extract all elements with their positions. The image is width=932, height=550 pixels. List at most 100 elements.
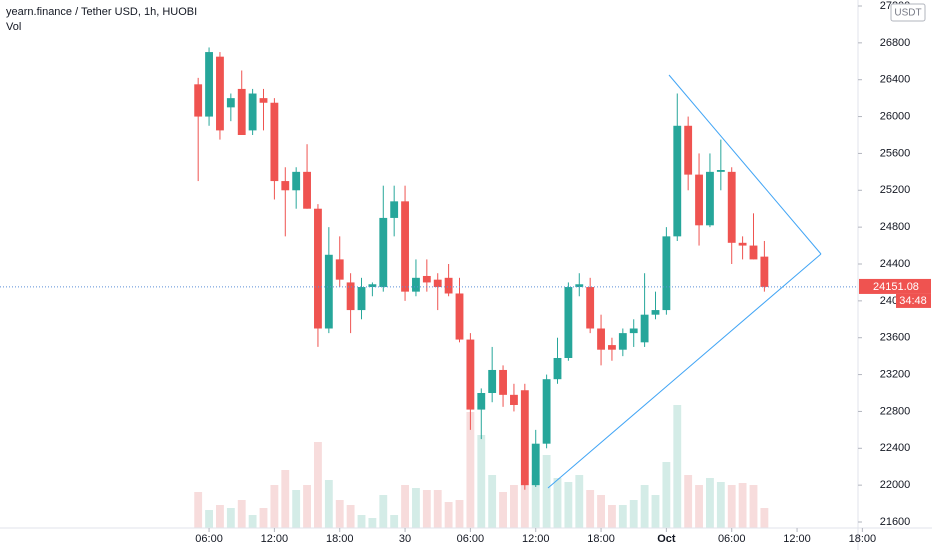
candle-body bbox=[205, 52, 213, 117]
countdown-tag bbox=[896, 293, 931, 308]
volume-bar bbox=[531, 475, 540, 528]
volume-bar bbox=[292, 490, 301, 528]
countdown-label: 34:48 bbox=[899, 295, 927, 307]
volume-bar bbox=[433, 490, 442, 528]
x-tick-label: 12:00 bbox=[783, 533, 811, 545]
volume-bar bbox=[412, 488, 420, 528]
volume-bar bbox=[695, 485, 703, 528]
volume-bar bbox=[248, 515, 257, 528]
candle-body bbox=[270, 102, 279, 182]
volume-bar bbox=[346, 505, 355, 528]
volume-bar bbox=[270, 485, 279, 528]
candle-body bbox=[531, 443, 540, 486]
candle-body bbox=[586, 287, 595, 329]
candle-body bbox=[379, 217, 388, 288]
candle-body bbox=[357, 287, 366, 311]
currency-label[interactable]: USDT bbox=[894, 8, 921, 19]
candle-body bbox=[281, 181, 290, 191]
volume-bar bbox=[542, 455, 551, 528]
volume-bar bbox=[716, 482, 725, 528]
candle-body bbox=[194, 84, 203, 117]
y-tick-label: 25200 bbox=[880, 184, 911, 196]
volume-bar bbox=[281, 470, 290, 528]
y-tick-label: 23200 bbox=[880, 368, 911, 380]
candle-body bbox=[608, 345, 616, 350]
volume-bar bbox=[618, 505, 627, 528]
volume-bar bbox=[401, 485, 409, 528]
volume-bar bbox=[444, 502, 453, 528]
y-tick-label: 22000 bbox=[880, 479, 911, 491]
volume-bar bbox=[205, 510, 213, 528]
candle-body bbox=[706, 171, 714, 226]
candle-body bbox=[738, 242, 747, 246]
candle-body bbox=[335, 259, 344, 280]
volume-bar bbox=[335, 500, 344, 528]
volume-bar bbox=[651, 495, 660, 528]
volume-bar bbox=[379, 495, 388, 528]
candle-body bbox=[499, 369, 507, 395]
price-tags: 24151.08 34:48 bbox=[859, 278, 931, 308]
y-tick-label: 22400 bbox=[880, 442, 911, 454]
volume-bar bbox=[477, 435, 486, 528]
volume-bar bbox=[510, 485, 518, 528]
x-tick-label: 18:00 bbox=[587, 533, 615, 545]
candle-body bbox=[597, 328, 605, 350]
volume-bar bbox=[303, 485, 311, 528]
volume-bar bbox=[597, 495, 605, 528]
trend-line bbox=[547, 253, 822, 489]
volume-bar bbox=[575, 475, 584, 528]
candle-body bbox=[727, 171, 736, 243]
candle-body bbox=[390, 201, 399, 218]
y-tick-label: 24400 bbox=[880, 258, 911, 270]
volume-bar bbox=[357, 515, 366, 528]
candle-body bbox=[324, 254, 333, 329]
candle-body bbox=[510, 394, 518, 405]
volume-bar bbox=[520, 485, 529, 528]
volume-bar bbox=[216, 505, 224, 528]
candle-body bbox=[248, 93, 257, 131]
x-tick-label: 12:00 bbox=[261, 533, 289, 545]
volume-bar bbox=[586, 490, 595, 528]
last-price-tag bbox=[859, 278, 931, 294]
y-tick-label: 25600 bbox=[880, 147, 911, 159]
candle-body bbox=[237, 88, 246, 135]
volume-bar bbox=[422, 490, 431, 528]
volume-bar bbox=[499, 492, 507, 528]
volume-bar bbox=[488, 475, 497, 528]
volume-bar bbox=[738, 483, 747, 528]
y-tick-label: 22800 bbox=[880, 405, 911, 417]
x-tick-label: Oct bbox=[657, 533, 676, 545]
candle-body bbox=[216, 56, 224, 131]
candle-body bbox=[412, 277, 420, 292]
candle-body bbox=[292, 171, 301, 191]
candle-body bbox=[314, 208, 322, 329]
candle-body bbox=[673, 125, 682, 237]
candle-body bbox=[303, 171, 311, 209]
volume-bar bbox=[564, 482, 573, 528]
volume-bar bbox=[629, 500, 638, 528]
candle-body bbox=[629, 328, 638, 334]
volume-bar bbox=[749, 485, 758, 528]
volume-bar bbox=[324, 480, 333, 528]
candle-body bbox=[716, 170, 725, 172]
plot-area bbox=[0, 47, 858, 528]
volume-bar bbox=[314, 442, 322, 528]
volume-bar bbox=[466, 412, 475, 528]
currency-box[interactable] bbox=[890, 3, 926, 22]
x-tick-label: 06:00 bbox=[718, 533, 746, 545]
candle-body bbox=[346, 282, 355, 311]
volume-bar bbox=[237, 500, 246, 528]
candle-body bbox=[651, 310, 660, 315]
candle-body bbox=[575, 284, 584, 288]
volume-bar bbox=[368, 518, 377, 528]
volume-bar bbox=[226, 508, 235, 528]
candle-body bbox=[422, 275, 431, 283]
x-tick-label: 06:00 bbox=[195, 533, 223, 545]
volume-bar bbox=[684, 475, 693, 528]
volume-bar bbox=[259, 508, 268, 528]
candle-body bbox=[433, 279, 442, 288]
x-tick-label: 18:00 bbox=[849, 533, 877, 545]
candle-body bbox=[662, 236, 671, 311]
chart-title: yearn.finance / Tether USD, 1h, HUOBI bbox=[6, 6, 197, 18]
